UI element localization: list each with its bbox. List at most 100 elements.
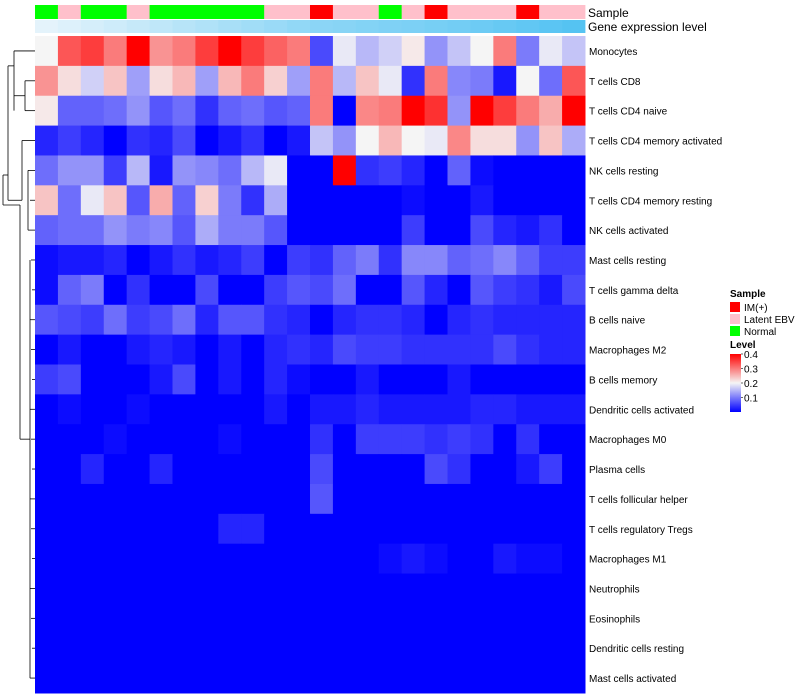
heatmap-cell bbox=[332, 483, 357, 515]
heatmap-cell bbox=[287, 424, 311, 455]
heatmap-cell bbox=[149, 215, 173, 246]
heatmap-cell bbox=[310, 334, 334, 365]
heatmap-cell bbox=[401, 185, 426, 216]
heatmap-cell bbox=[562, 483, 586, 515]
heatmap-cell bbox=[310, 215, 334, 246]
heatmap-cell bbox=[378, 215, 403, 246]
heatmap-cell bbox=[516, 543, 540, 575]
heatmap-cell bbox=[516, 483, 540, 515]
row-label: T cells gamma delta bbox=[589, 286, 679, 297]
heatmap-cell bbox=[126, 513, 151, 545]
heatmap-cell bbox=[378, 245, 403, 276]
heatmap-cell bbox=[470, 543, 494, 575]
gene-level-annotation-cell bbox=[424, 20, 448, 33]
heatmap-cell bbox=[401, 663, 426, 694]
heatmap-cell bbox=[126, 274, 151, 306]
heatmap-cell bbox=[447, 394, 471, 425]
heatmap-cell bbox=[401, 573, 426, 604]
heatmap-cell bbox=[516, 95, 540, 127]
heatmap-cell bbox=[447, 483, 471, 515]
heatmap-cell bbox=[516, 36, 540, 67]
heatmap-cell bbox=[401, 364, 426, 395]
heatmap-cell bbox=[516, 334, 540, 365]
heatmap-cell bbox=[539, 633, 563, 664]
heatmap-cell bbox=[57, 483, 82, 515]
gene-level-annotation-cell bbox=[401, 20, 425, 33]
heatmap-cell bbox=[149, 364, 173, 395]
heatmap-cell bbox=[493, 394, 517, 425]
heatmap-cell bbox=[149, 95, 173, 127]
heatmap-cell bbox=[378, 65, 403, 97]
heatmap-cell bbox=[57, 513, 82, 545]
heatmap-cell bbox=[149, 155, 173, 186]
heatmap-cell bbox=[378, 125, 403, 156]
heatmap-cell bbox=[35, 573, 59, 604]
heatmap-cell bbox=[516, 185, 540, 216]
heatmap-cell bbox=[401, 424, 426, 455]
sample-annotation-cell bbox=[241, 5, 265, 19]
heatmap-cell bbox=[149, 185, 173, 216]
heatmap-cell bbox=[172, 483, 196, 515]
heatmap-cell bbox=[264, 125, 288, 156]
gene-level-annotation-cell bbox=[149, 20, 173, 33]
heatmap-cell bbox=[264, 245, 288, 276]
heatmap-cell bbox=[287, 215, 311, 246]
heatmap-cell bbox=[493, 483, 517, 515]
heatmap-cell bbox=[126, 573, 151, 604]
heatmap-cell bbox=[218, 304, 242, 336]
annotation-label-sample: Sample bbox=[588, 6, 629, 20]
heatmap-cell bbox=[264, 215, 288, 246]
heatmap-cell bbox=[195, 663, 219, 694]
heatmap-cell bbox=[378, 394, 403, 425]
heatmap-cell bbox=[195, 454, 219, 485]
heatmap-cell bbox=[332, 424, 357, 455]
heatmap-cell bbox=[287, 274, 311, 306]
heatmap-cell bbox=[80, 454, 105, 485]
heatmap-cell bbox=[447, 155, 471, 186]
heatmap-cell bbox=[447, 663, 471, 694]
legend-sample-label: IM(+) bbox=[744, 303, 768, 314]
heatmap-cell bbox=[195, 394, 219, 425]
heatmap-cell bbox=[493, 215, 517, 246]
legend-sample-label: Latent EBV bbox=[744, 315, 795, 326]
heatmap-cell bbox=[103, 65, 128, 97]
heatmap-cell bbox=[103, 513, 128, 545]
heatmap-cell bbox=[332, 573, 357, 604]
heatmap-cell bbox=[172, 274, 196, 306]
heatmap-cell bbox=[264, 663, 288, 694]
sample-annotation-cell bbox=[539, 5, 563, 19]
heatmap-cell bbox=[287, 603, 311, 634]
sample-annotation-cell bbox=[493, 5, 517, 19]
heatmap-cell bbox=[378, 573, 403, 604]
heatmap-cell bbox=[195, 185, 219, 216]
heatmap-cell bbox=[470, 215, 494, 246]
heatmap-cell bbox=[424, 274, 448, 306]
heatmap-cell bbox=[493, 95, 517, 127]
heatmap-cell bbox=[424, 95, 448, 127]
heatmap-cell bbox=[103, 364, 128, 395]
heatmap-cell bbox=[264, 513, 288, 545]
heatmap-cell bbox=[470, 573, 494, 604]
heatmap-cell bbox=[172, 125, 196, 156]
heatmap-cell bbox=[35, 304, 59, 336]
gene-level-annotation-cell bbox=[264, 20, 288, 33]
heatmap-cell bbox=[218, 125, 242, 156]
heatmap-cell bbox=[310, 663, 334, 694]
sample-annotation-cell bbox=[126, 5, 150, 19]
heatmap-cell bbox=[355, 334, 380, 365]
heatmap-cell bbox=[241, 424, 265, 455]
heatmap-cell bbox=[539, 155, 563, 186]
heatmap-cell bbox=[241, 603, 265, 634]
heatmap-cell bbox=[355, 95, 380, 127]
heatmap-cell bbox=[264, 454, 288, 485]
sample-annotation-cell bbox=[218, 5, 242, 19]
heatmap-cell bbox=[332, 95, 357, 127]
legend-level-tick-label: 0.2 bbox=[744, 379, 758, 390]
heatmap-cell bbox=[562, 334, 586, 365]
heatmap-cell bbox=[172, 633, 196, 664]
heatmap-cell bbox=[493, 155, 517, 186]
heatmap-cell bbox=[562, 543, 586, 575]
heatmap-cell bbox=[516, 454, 540, 485]
row-label: T cells regulatory Tregs bbox=[589, 525, 693, 536]
heatmap-cell bbox=[264, 155, 288, 186]
